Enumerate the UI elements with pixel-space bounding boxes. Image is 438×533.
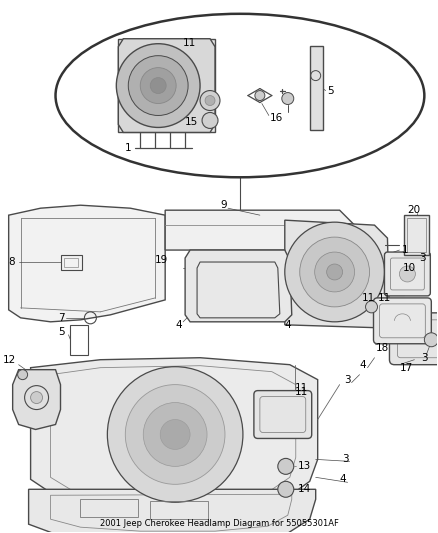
FancyBboxPatch shape xyxy=(389,313,438,365)
Circle shape xyxy=(255,91,265,101)
Text: 18: 18 xyxy=(375,343,389,353)
Text: 8: 8 xyxy=(9,257,15,267)
Polygon shape xyxy=(185,250,292,322)
Circle shape xyxy=(128,55,188,116)
Text: 17: 17 xyxy=(399,362,413,373)
Bar xyxy=(81,499,138,517)
Polygon shape xyxy=(285,220,389,328)
Circle shape xyxy=(202,112,218,128)
Circle shape xyxy=(366,301,378,313)
Text: 13: 13 xyxy=(298,462,311,471)
Text: 16: 16 xyxy=(270,114,283,124)
Text: 3: 3 xyxy=(419,253,426,263)
Polygon shape xyxy=(404,215,429,255)
Text: 11: 11 xyxy=(361,293,375,303)
Bar xyxy=(150,501,208,519)
FancyBboxPatch shape xyxy=(374,298,431,344)
Text: 11: 11 xyxy=(295,386,308,397)
Text: 12: 12 xyxy=(3,354,16,365)
Circle shape xyxy=(160,419,190,449)
Circle shape xyxy=(140,68,176,103)
Text: 11: 11 xyxy=(295,383,308,393)
Polygon shape xyxy=(28,489,316,533)
Text: 11: 11 xyxy=(378,293,391,303)
Polygon shape xyxy=(118,39,215,132)
Circle shape xyxy=(205,95,215,106)
Circle shape xyxy=(285,222,385,322)
Text: 10: 10 xyxy=(403,263,416,273)
Circle shape xyxy=(18,370,28,379)
Circle shape xyxy=(278,481,294,497)
Circle shape xyxy=(125,385,225,484)
Text: 3: 3 xyxy=(421,353,428,363)
Polygon shape xyxy=(118,39,215,132)
Circle shape xyxy=(300,237,370,307)
Circle shape xyxy=(282,93,294,104)
Text: 11: 11 xyxy=(183,38,196,48)
Circle shape xyxy=(200,91,220,110)
Text: 1: 1 xyxy=(401,245,408,255)
Polygon shape xyxy=(165,210,360,250)
Circle shape xyxy=(107,367,243,502)
Circle shape xyxy=(424,333,438,347)
Text: 15: 15 xyxy=(185,117,198,127)
FancyBboxPatch shape xyxy=(254,391,312,439)
Circle shape xyxy=(143,402,207,466)
Text: 4: 4 xyxy=(339,474,346,484)
Circle shape xyxy=(31,392,42,403)
Text: 9: 9 xyxy=(220,200,226,210)
Text: 5: 5 xyxy=(59,327,65,337)
Text: 2001 Jeep Cherokee Headlamp Diagram for 55055301AF: 2001 Jeep Cherokee Headlamp Diagram for … xyxy=(99,519,339,528)
Circle shape xyxy=(117,44,200,127)
Text: 7: 7 xyxy=(59,313,65,323)
Polygon shape xyxy=(31,358,318,511)
Circle shape xyxy=(314,252,355,292)
Text: 4: 4 xyxy=(360,360,366,370)
Text: 4: 4 xyxy=(285,320,291,330)
Circle shape xyxy=(278,458,294,474)
Text: 19: 19 xyxy=(155,255,169,265)
Text: 3: 3 xyxy=(343,455,349,464)
Text: 14: 14 xyxy=(298,484,311,494)
Circle shape xyxy=(150,78,166,94)
Polygon shape xyxy=(13,370,60,430)
Text: 1: 1 xyxy=(125,143,132,154)
Polygon shape xyxy=(9,205,165,322)
Polygon shape xyxy=(310,46,323,131)
FancyBboxPatch shape xyxy=(385,252,430,296)
Text: 3: 3 xyxy=(345,375,351,385)
Text: 20: 20 xyxy=(407,205,420,215)
Circle shape xyxy=(327,264,343,280)
Text: 4: 4 xyxy=(175,320,182,330)
Text: 5: 5 xyxy=(328,86,334,95)
Circle shape xyxy=(399,266,415,282)
